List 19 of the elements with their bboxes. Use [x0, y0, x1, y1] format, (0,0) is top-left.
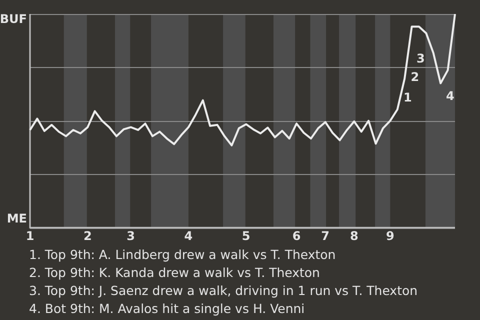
annotation: 2 [410, 70, 420, 84]
x-tick-label: 9 [386, 228, 394, 243]
x-tick-label: 4 [184, 228, 193, 243]
text: ME [6, 212, 27, 226]
text: BUF [0, 12, 27, 26]
text: 2. Top 9th: K. Kanda drew a walk vs T. Thexton [29, 264, 321, 282]
x-tick-label: 3 [126, 228, 136, 243]
x-tick-label: 8 [350, 228, 358, 243]
text: 4. Bot 9th: M. Avalos hit a single vs H. Venni [29, 300, 306, 318]
x-tick-label: 2 [83, 228, 92, 243]
text: 3. Top 9th: J. Saenz drew a walk, driving in 1 run vs T. Thexton [29, 282, 419, 300]
x-tick-label: 7 [321, 228, 330, 243]
x-tick-label: 6 [292, 228, 301, 243]
text: 1. Top 9th: A. Lindberg drew a walk vs T. Thexton [29, 246, 337, 264]
annotation: 1 [404, 90, 412, 105]
annotation: 3 [416, 51, 425, 66]
x-tick-label: 5 [242, 228, 250, 243]
annotation: 4 [446, 88, 454, 103]
x-tick-label: 1 [26, 228, 34, 243]
